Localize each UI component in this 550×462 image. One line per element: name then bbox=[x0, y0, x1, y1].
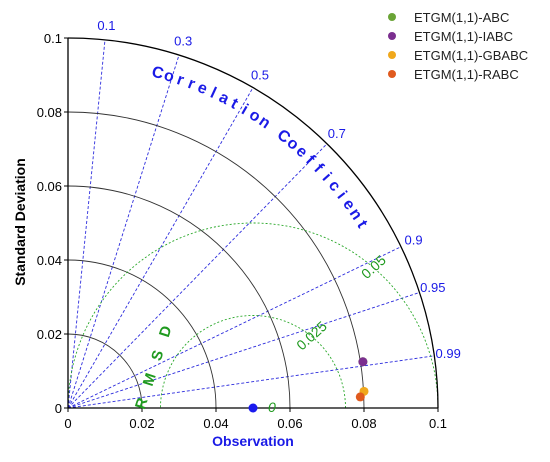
rmsd-title-letter: S bbox=[148, 348, 167, 363]
std-arc bbox=[67, 259, 217, 409]
correlation-line bbox=[67, 143, 328, 409]
y-tick-label: 0.02 bbox=[37, 327, 62, 342]
correlation-line bbox=[67, 54, 180, 409]
model-point bbox=[358, 357, 368, 367]
y-tick-label: 0 bbox=[55, 401, 62, 416]
rmsd-title-letter: D bbox=[156, 324, 176, 340]
y-tick-label: 0.08 bbox=[37, 105, 62, 120]
rmsd-contour-label: 0.025 bbox=[293, 318, 330, 353]
x-axis-title: Observation bbox=[212, 433, 294, 449]
rmsd-title-letter: R bbox=[132, 396, 152, 412]
y-tick-label: 0.06 bbox=[37, 179, 62, 194]
outer-arc bbox=[67, 37, 439, 409]
correlation-line bbox=[67, 355, 435, 409]
x-tick-label: 0.08 bbox=[351, 416, 376, 431]
correlation-tick-label: 0.5 bbox=[251, 67, 269, 82]
legend-label: ETGM(1,1)-GBABC bbox=[414, 48, 528, 63]
correlation-line bbox=[67, 87, 254, 409]
rmsd-title-letter: M bbox=[140, 371, 160, 388]
legend-label: ETGM(1,1)-IABC bbox=[414, 29, 513, 44]
correlation-title-letter: r bbox=[175, 71, 186, 89]
correlation-tick-label: 0.1 bbox=[97, 18, 115, 33]
grid-layer bbox=[67, 39, 439, 409]
correlation-title-letter: C bbox=[150, 64, 166, 84]
x-tick-label: 0 bbox=[64, 416, 71, 431]
correlation-title-letter: e bbox=[195, 79, 210, 98]
correlation-title-letter: l bbox=[208, 85, 219, 102]
correlation-tick-label: 0.99 bbox=[436, 346, 461, 361]
legend-marker bbox=[388, 32, 396, 40]
legend-label: ETGM(1,1)-RABC bbox=[414, 67, 519, 82]
std-arc bbox=[67, 333, 143, 409]
legend-label: ETGM(1,1)-ABC bbox=[414, 10, 509, 25]
x-tick-label: 0.04 bbox=[203, 416, 228, 431]
correlation-line bbox=[67, 39, 106, 409]
y-tick-label: 0.1 bbox=[44, 31, 62, 46]
correlation-tick-label: 0.9 bbox=[405, 233, 423, 248]
correlation-line bbox=[67, 246, 402, 409]
legend-marker bbox=[388, 13, 396, 21]
correlation-tick-label: 0.3 bbox=[174, 34, 192, 49]
y-axis-title: Standard Deviation bbox=[12, 158, 28, 286]
correlation-line bbox=[67, 292, 420, 409]
correlation-tick-label: 0.7 bbox=[328, 126, 346, 141]
legend-marker bbox=[388, 51, 396, 59]
correlation-title-letter: a bbox=[216, 89, 232, 108]
rmsd-contour bbox=[67, 222, 439, 408]
x-tick-label: 0.1 bbox=[429, 416, 447, 431]
legend-marker bbox=[388, 70, 396, 78]
observation-point bbox=[248, 403, 258, 413]
correlation-title-letter: t bbox=[228, 95, 241, 113]
correlation-tick-label: 0.95 bbox=[420, 280, 445, 295]
correlation-title-letter: f bbox=[310, 161, 326, 177]
correlation-title-letter: r bbox=[185, 75, 197, 93]
model-point bbox=[355, 392, 365, 402]
x-tick-label: 0.06 bbox=[277, 416, 302, 431]
std-arc bbox=[67, 185, 291, 409]
y-tick-label: 0.04 bbox=[37, 253, 62, 268]
x-tick-label: 0.02 bbox=[129, 416, 154, 431]
point-layer bbox=[248, 357, 369, 413]
std-arc bbox=[67, 111, 365, 409]
rmsd-contour-label: 0 bbox=[268, 399, 276, 415]
rmsd-contour bbox=[160, 315, 346, 408]
legend: ETGM(1,1)-ABC ETGM(1,1)-IABC ETGM(1,1)-GBA… bbox=[388, 10, 528, 82]
